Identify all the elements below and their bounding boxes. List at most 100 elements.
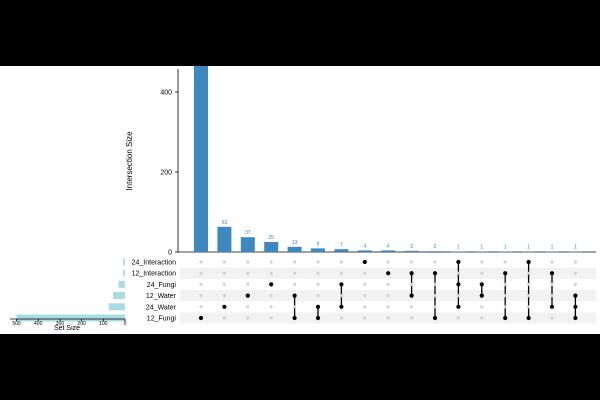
matrix-dot-empty [246, 260, 250, 264]
matrix-dot-empty [199, 271, 203, 275]
matrix-dot-filled [339, 304, 344, 309]
y-tick-label: 400 [160, 90, 172, 97]
matrix-dot-empty [199, 305, 203, 309]
set-size-bar [113, 292, 125, 300]
matrix-dot-empty [269, 260, 273, 264]
matrix-dot-empty [363, 294, 367, 298]
matrix-dot-empty [293, 305, 297, 309]
intersection-bar [381, 250, 396, 252]
set-size-ticks: 500 400 300 200 100 0 [12, 319, 127, 327]
intersection-bar [357, 250, 372, 252]
matrix-dot-filled [479, 282, 484, 287]
matrix-dot-empty [410, 316, 414, 320]
intersection-bar-labels: 49063372513974432111111 [222, 220, 577, 251]
set-name-label: 12_Fungi [147, 316, 177, 323]
matrix-dot-filled [222, 304, 227, 309]
matrix-dot-empty [339, 294, 343, 298]
matrix-dot-empty [410, 305, 414, 309]
intersection-bar-value: 1 [551, 245, 554, 251]
intersection-bar [217, 226, 232, 252]
set-size-bars [16, 258, 126, 322]
intersection-bar-value: 9 [317, 241, 320, 247]
matrix-dot-filled [245, 293, 250, 298]
matrix-dot-empty [386, 294, 390, 298]
y-axis-ticks: 0 200 400 [160, 90, 178, 257]
matrix-dot-filled [198, 315, 204, 321]
matrix-dot-empty [339, 260, 343, 264]
matrix-dot-filled [573, 293, 578, 298]
matrix-dot-empty [199, 260, 203, 264]
intersection-bar-value: 2 [434, 244, 437, 250]
set-name-label: 24_Water [146, 304, 177, 311]
matrix-dot-empty [246, 282, 250, 286]
intersection-bar [451, 251, 466, 253]
matrix-dot-empty [386, 282, 390, 286]
set-name-labels: 24_Interaction 12_Interaction 24_Fungi 12_W… [132, 260, 177, 323]
matrix-dot-empty [363, 305, 367, 309]
intersection-bar-value: 1 [457, 245, 460, 251]
matrix-dot-empty [480, 305, 484, 309]
matrix-dot-filled [362, 259, 367, 265]
set-size-tick-label: 100 [99, 321, 108, 327]
set-name-label: 24_Interaction [132, 260, 176, 267]
intersection-bar-value: 1 [527, 245, 530, 251]
matrix-dot-empty [573, 282, 578, 286]
set-name-label: 24_Fungi [147, 282, 177, 289]
matrix-dot-empty [573, 260, 578, 264]
y-tick-label: 200 [160, 170, 172, 177]
matrix-dot-empty [269, 294, 273, 298]
matrix-dot-empty [293, 260, 297, 264]
matrix-dot-empty [222, 271, 226, 275]
matrix-dot-empty [527, 282, 531, 286]
matrix-dot-empty [433, 294, 437, 298]
intersection-bar [568, 251, 583, 253]
matrix-dot-empty [199, 282, 203, 286]
matrix-dot-filled [503, 271, 508, 276]
matrix-dot-filled [549, 304, 555, 309]
matrix-dot-filled [526, 259, 531, 265]
intersection-bar [287, 246, 302, 252]
matrix-dot-empty [480, 316, 484, 320]
matrix-dot-empty [316, 271, 320, 275]
matrix-dot-filled [409, 293, 414, 298]
matrix-dot-empty [573, 271, 578, 275]
matrix-dot-filled [573, 315, 578, 321]
matrix-dot-empty [386, 305, 390, 309]
matrix-dot-filled [479, 293, 484, 298]
matrix-dot-empty [410, 282, 414, 286]
matrix-dot-empty [363, 316, 367, 320]
set-size-tick-label: 200 [77, 321, 86, 327]
matrix-dot-empty [550, 282, 554, 286]
matrix-dot-filled [526, 315, 531, 321]
matrix-dot-empty [269, 305, 273, 309]
intersection-bar-value: 3 [410, 244, 413, 250]
matrix-dot-empty [550, 294, 554, 298]
matrix-dot-empty [363, 271, 367, 275]
matrix-dot-empty [480, 271, 484, 275]
matrix-dot-empty [433, 282, 437, 286]
matrix-dot-empty [246, 316, 250, 320]
matrix-dot-empty [410, 260, 414, 264]
intersection-bar [545, 251, 559, 253]
intersection-bar-value: 1 [480, 245, 483, 251]
set-size-label: Set Size [54, 325, 80, 332]
intersection-bar-value: 1 [574, 245, 577, 251]
y-axis-label: Intersection Size [125, 131, 134, 191]
set-size-bar [118, 280, 125, 288]
matrix-dot-empty [456, 316, 460, 320]
set-size-bar [123, 269, 125, 277]
matrix-dot-empty [269, 271, 273, 275]
matrix-dot-empty [246, 305, 250, 309]
matrix-dot-empty [199, 294, 203, 298]
set-size-tick-label: 400 [34, 321, 43, 327]
matrix-dot-filled [409, 271, 414, 276]
set-size-tick-label: 500 [12, 321, 21, 327]
intersection-bar-value: 37 [245, 230, 251, 236]
matrix-dot-filled [339, 282, 344, 287]
intersection-bar [194, 66, 208, 252]
matrix-dot-filled [269, 282, 274, 287]
matrix-dot-filled [432, 315, 438, 321]
matrix-dot-filled [315, 315, 321, 321]
intersection-axes [177, 69, 596, 253]
